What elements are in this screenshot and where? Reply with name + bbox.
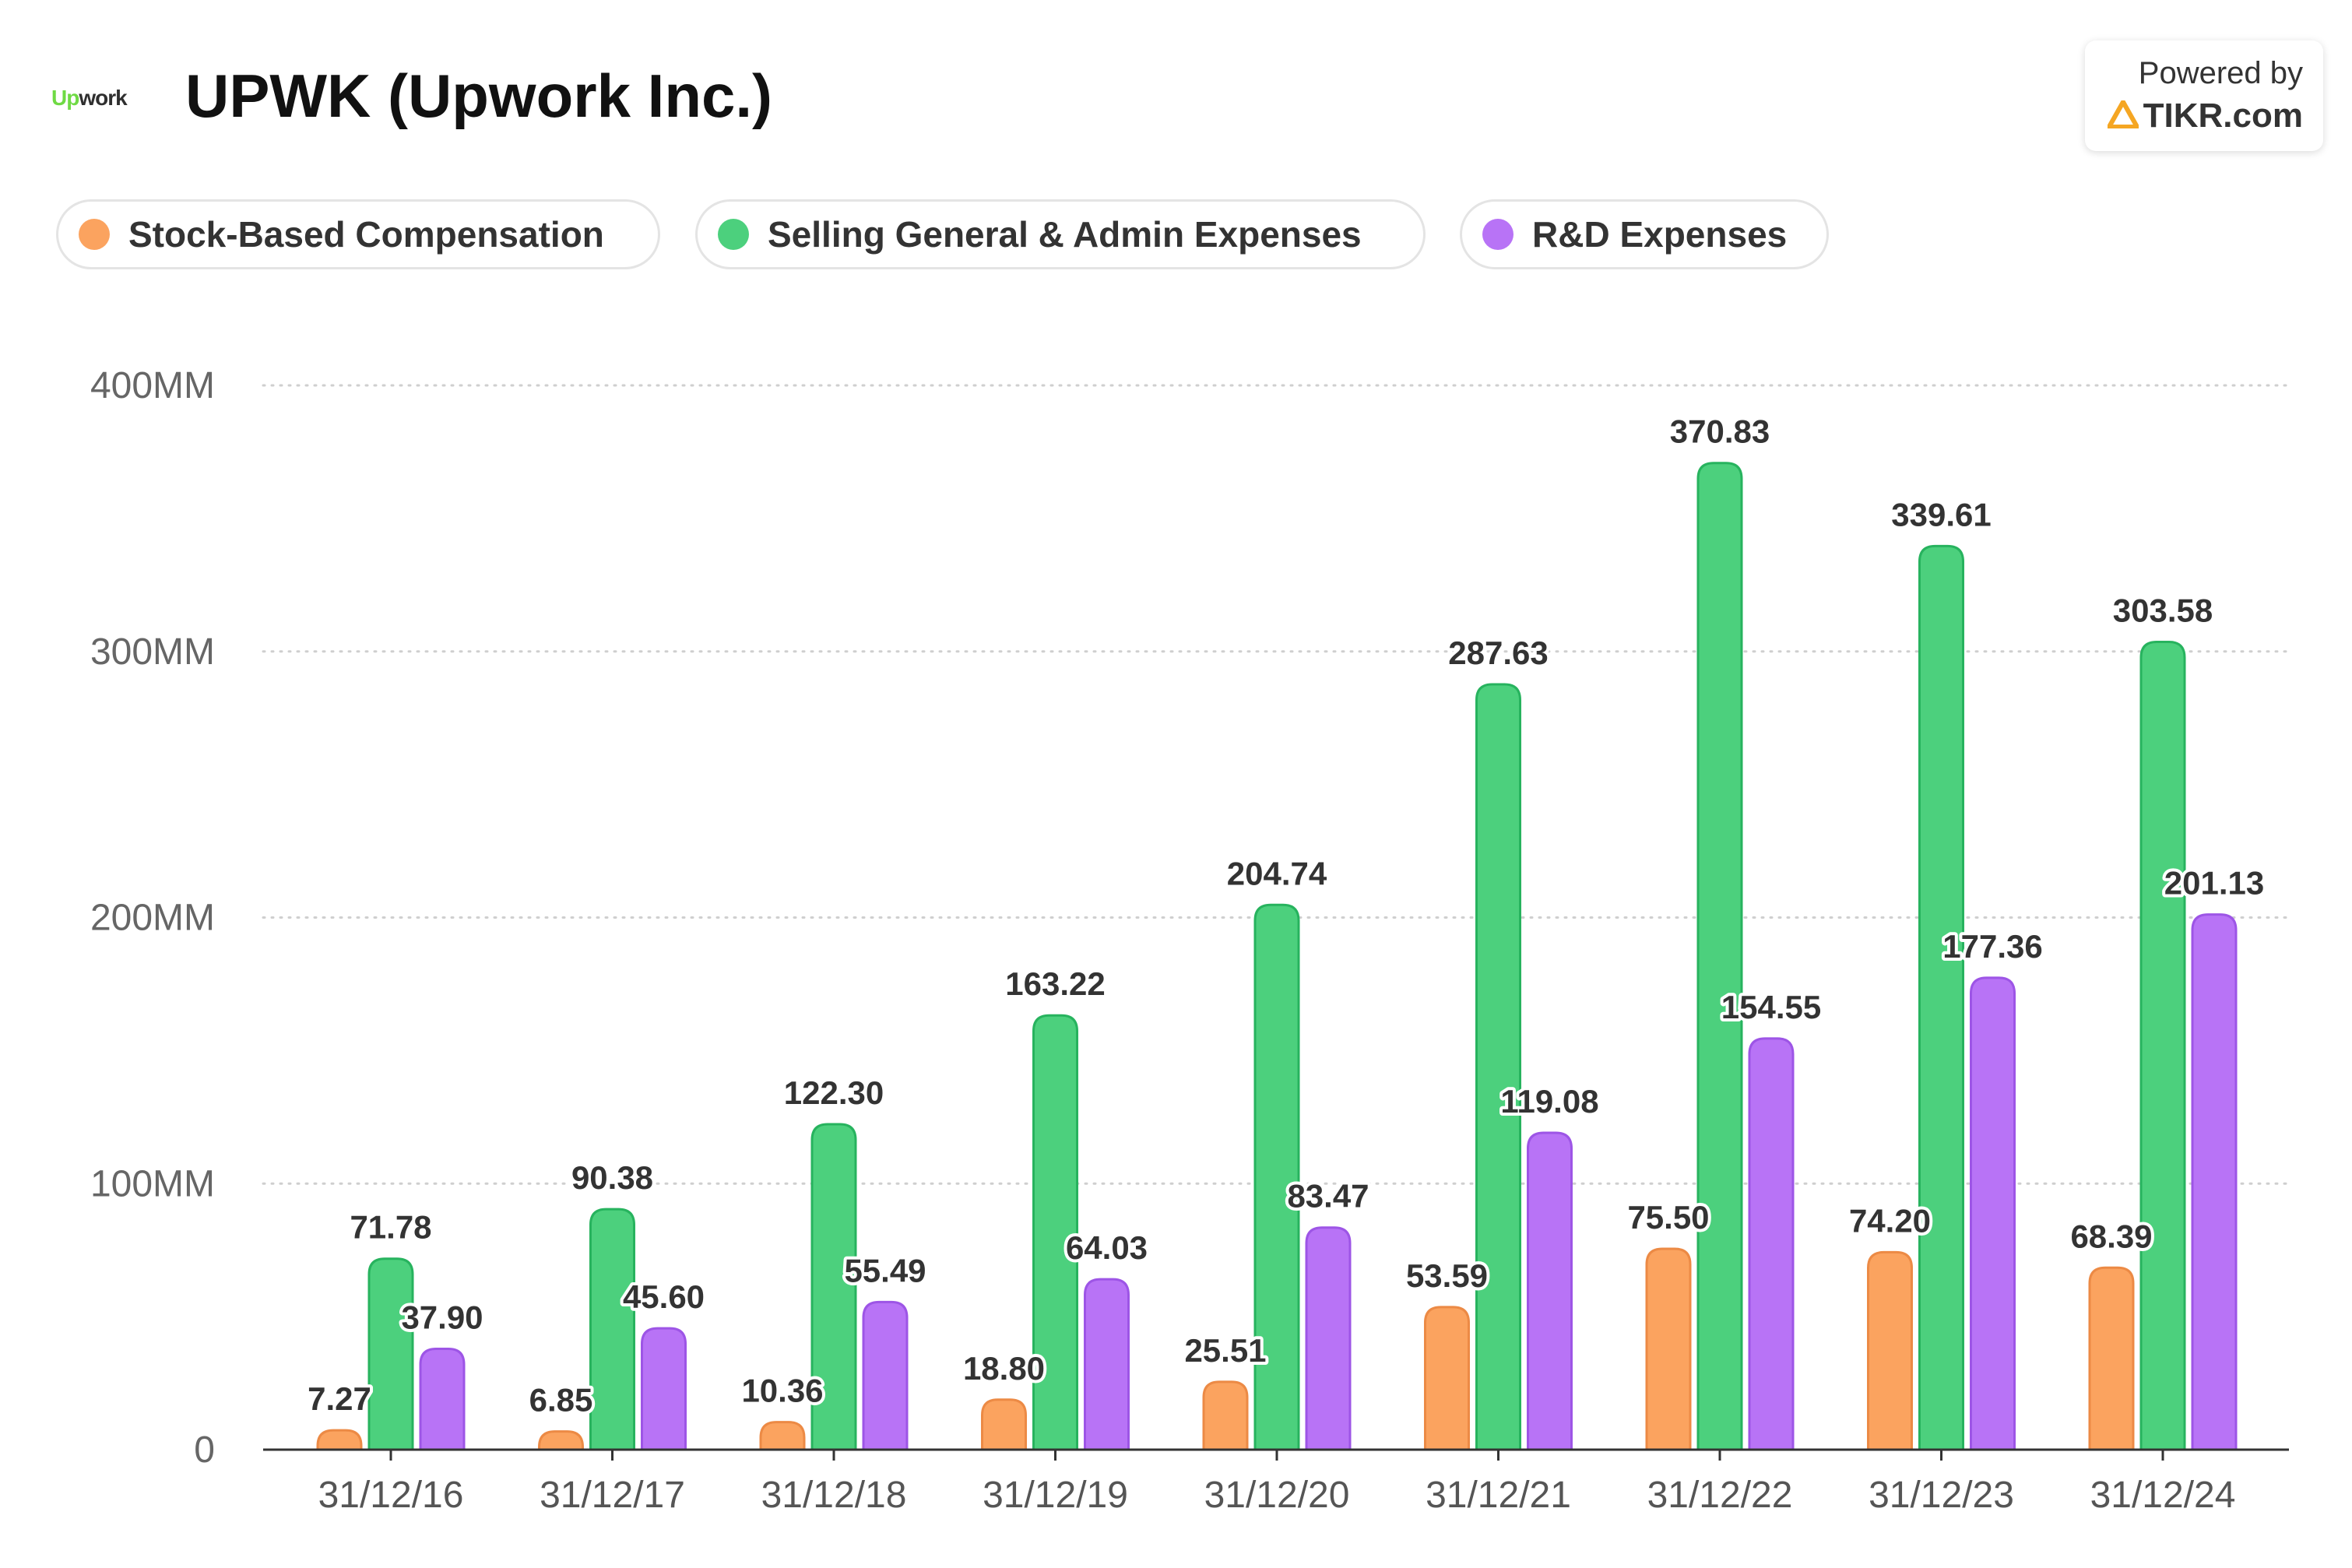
- bar-sbc: [1645, 1247, 1692, 1451]
- powered-by-label: Powered by: [2138, 56, 2303, 90]
- data-label-sga: 122.30: [784, 1074, 884, 1111]
- powered-by-brand: TIKR.com: [2143, 97, 2303, 135]
- data-label-rnd: 37.90: [401, 1299, 483, 1335]
- bar-rnd: [862, 1300, 909, 1451]
- bar-rnd: [2191, 913, 2238, 1451]
- bar-sga: [367, 1257, 414, 1451]
- legend-label-rnd: R&D Expenses: [1532, 214, 1788, 255]
- bar-sbc: [759, 1421, 806, 1451]
- bar-sga: [810, 1123, 857, 1451]
- bar-sbc: [1867, 1250, 1913, 1451]
- legend-label-sga: Selling General & Admin Expenses: [768, 214, 1362, 255]
- data-label-sbc: 10.36: [741, 1373, 823, 1409]
- x-tick-label: 31/12/18: [761, 1475, 907, 1516]
- data-label-rnd: 55.49: [844, 1252, 926, 1289]
- y-tick-label: 0: [194, 1429, 215, 1471]
- x-tick-label: 31/12/16: [318, 1475, 464, 1516]
- powered-by-badge[interactable]: Powered by TIKR.com: [2085, 40, 2323, 151]
- x-tick-label: 31/12/19: [983, 1475, 1128, 1516]
- x-tick-label: 31/12/22: [1647, 1475, 1793, 1516]
- legend-item-rnd[interactable]: R&D Expenses: [1460, 199, 1829, 269]
- bars: [316, 462, 2238, 1451]
- data-label-sga: 303.58: [2113, 592, 2213, 629]
- y-axis: 0 100MM 200MM 300MM 400MM: [90, 365, 215, 1471]
- bar-sga: [1696, 462, 1743, 1451]
- data-label-sga: 71.78: [350, 1209, 431, 1246]
- data-label-rnd: 154.55: [1721, 989, 1821, 1025]
- data-label-rnd: 177.36: [1942, 928, 2042, 965]
- tikr-logo-icon: [2107, 100, 2139, 128]
- x-tick-label: 31/12/24: [2090, 1475, 2236, 1516]
- bar-rnd: [1305, 1226, 1352, 1451]
- x-tick-label: 31/12/17: [540, 1475, 685, 1516]
- y-tick-label: 400MM: [90, 365, 215, 406]
- data-label-rnd: 83.47: [1287, 1178, 1369, 1215]
- data-label-sbc: 18.80: [963, 1350, 1045, 1387]
- data-label-rnd: 201.13: [2164, 865, 2264, 902]
- legend-dot-rnd: [1482, 219, 1514, 250]
- data-label-rnd: 119.08: [1500, 1083, 1598, 1120]
- y-tick-label: 300MM: [90, 631, 215, 673]
- data-label-sga: 339.61: [1891, 496, 1991, 533]
- bar-rnd: [419, 1347, 466, 1451]
- legend-item-sbc[interactable]: Stock-Based Compensation: [56, 199, 660, 269]
- legend-dot-sbc: [79, 219, 110, 250]
- bar-sga: [1253, 903, 1300, 1451]
- data-label-sbc: 74.20: [1849, 1202, 1931, 1239]
- bar-rnd: [641, 1327, 687, 1451]
- bar-rnd: [1748, 1037, 1795, 1451]
- bar-sga: [1475, 683, 1521, 1451]
- data-label-sga: 370.83: [1670, 413, 1770, 450]
- y-tick-label: 100MM: [90, 1163, 215, 1204]
- bar-sga: [2139, 641, 2186, 1451]
- bar-rnd: [1084, 1278, 1130, 1451]
- x-tick-label: 31/12/21: [1426, 1475, 1571, 1516]
- data-label-sga: 204.74: [1227, 855, 1327, 891]
- y-tick-label: 200MM: [90, 898, 215, 939]
- data-label-sbc: 68.39: [2070, 1218, 2152, 1254]
- bar-rnd: [1970, 976, 2016, 1451]
- data-label-sga: 90.38: [571, 1159, 653, 1196]
- data-label-sbc: 75.50: [1627, 1199, 1709, 1236]
- data-label-sbc: 53.59: [1406, 1257, 1488, 1294]
- legend-dot-sga: [718, 219, 749, 250]
- bar-rnd: [1527, 1131, 1573, 1451]
- data-label-rnd: 64.03: [1066, 1229, 1148, 1266]
- data-label-sga: 287.63: [1448, 635, 1548, 671]
- data-label-sbc: 7.27: [308, 1380, 371, 1417]
- bar-sga: [1032, 1014, 1078, 1451]
- bar-sbc: [1202, 1380, 1249, 1451]
- upwork-logo: Upwork: [51, 86, 128, 110]
- page-title: UPWK (Upwork Inc.): [185, 62, 772, 130]
- x-tick-label: 31/12/23: [1869, 1475, 2014, 1516]
- bar-sbc: [2088, 1266, 2135, 1451]
- data-label-sga: 163.22: [1005, 965, 1105, 1002]
- x-axis: 31/12/16 31/12/17 31/12/18 31/12/19 31/12/20…: [263, 1448, 2289, 1516]
- data-label-sbc: 25.51: [1184, 1332, 1266, 1369]
- bar-sga: [589, 1208, 635, 1451]
- bar-sbc: [1424, 1306, 1470, 1451]
- bar-sbc: [538, 1430, 584, 1451]
- x-tick-label: 31/12/20: [1204, 1475, 1350, 1516]
- bar-sbc: [316, 1429, 363, 1451]
- data-label-rnd: 45.60: [623, 1278, 705, 1315]
- legend-item-sga[interactable]: Selling General & Admin Expenses: [695, 199, 1426, 269]
- data-labels: 7.27 71.78 37.90 6.85 90.38 45.60 10.36 122.30 5…: [304, 410, 2267, 1422]
- bar-sga: [1918, 544, 1964, 1451]
- bar-sbc: [981, 1398, 1027, 1451]
- legend-label-sbc: Stock-Based Compensation: [128, 214, 604, 255]
- data-label-sbc: 6.85: [529, 1382, 593, 1419]
